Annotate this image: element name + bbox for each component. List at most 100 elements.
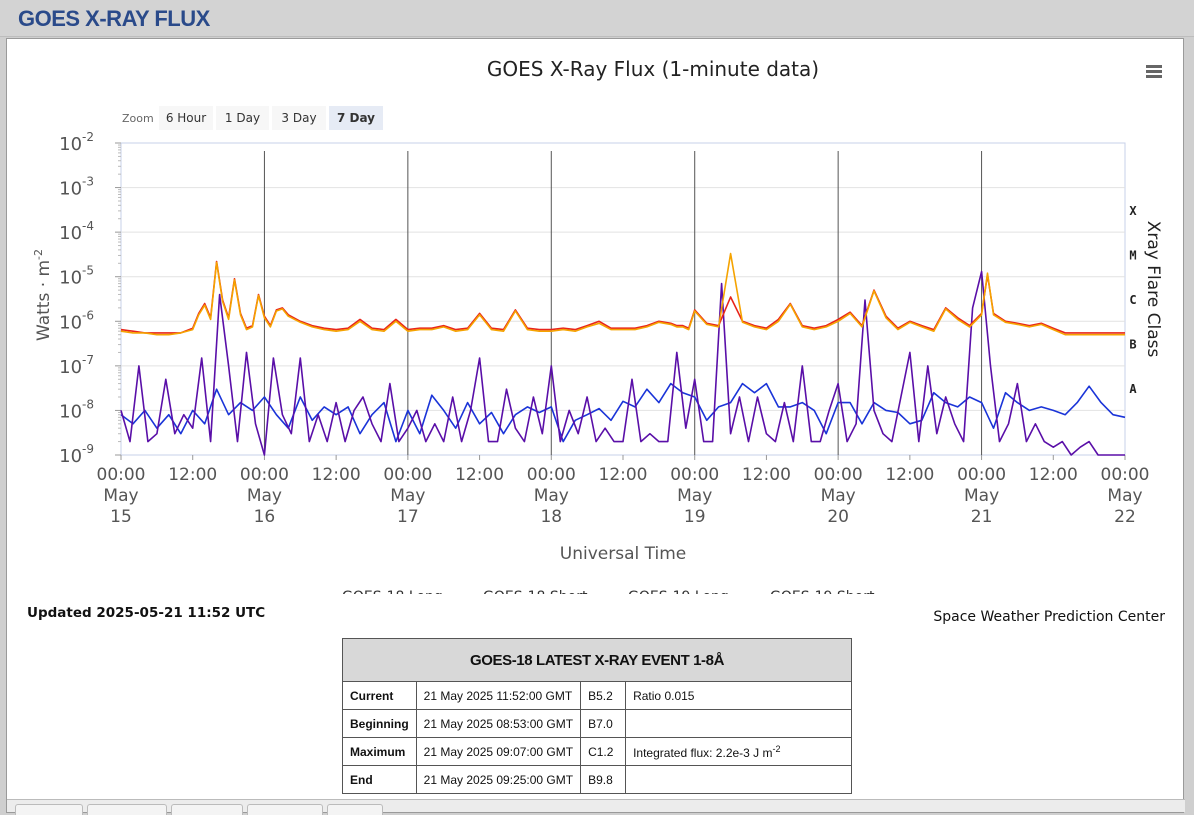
x-tick-month: May (821, 486, 856, 506)
x-tick-label: 12:00 (885, 465, 934, 485)
table-row: Current 21 May 2025 11:52:00 GMT B5.2 Ra… (342, 681, 852, 710)
xray-flux-chart: GOES X-Ray Flux (1-minute data) Zoom 6 Hou… (32, 57, 1163, 594)
row-note (625, 765, 852, 794)
x-tick-label: 00:00 (527, 465, 576, 485)
row-note-superscript: -2 (772, 743, 781, 754)
row-note (625, 709, 852, 738)
row-time: 21 May 2025 08:53:00 GMT (415, 709, 582, 738)
row-time: 21 May 2025 09:25:00 GMT (415, 765, 582, 794)
x-tick-month: May (1107, 486, 1142, 506)
x-tick-label: 00:00 (383, 465, 432, 485)
flare-class-label: X (1129, 204, 1137, 218)
x-tick-day: 17 (397, 507, 419, 527)
y-tick-label: 10-4 (59, 219, 94, 244)
zoom-button-label: 6 Hour (166, 111, 206, 125)
legend-label: GOES-18 Long (342, 589, 443, 594)
menu-bar (1146, 65, 1162, 68)
zoom-button-label: 1 Day (225, 111, 260, 125)
row-note-text: Integrated flux: 2.2e-3 J m (633, 745, 773, 760)
row-class: B5.2 (580, 681, 627, 710)
x-tick-label: 00:00 (1101, 465, 1150, 485)
x-axis-label: Universal Time (560, 544, 686, 564)
flare-class-label: B (1129, 338, 1136, 352)
x-tick-month: May (677, 486, 712, 506)
zoom-button-label: 7 Day (337, 111, 375, 125)
y-axis-label: Watts · m-2 (32, 249, 54, 341)
x-tick-label: 12:00 (455, 465, 504, 485)
x-tick-label: 12:00 (312, 465, 361, 485)
x-tick-day: 19 (684, 507, 706, 527)
tab-2[interactable] (87, 804, 167, 815)
series-line-goes-19-long (120, 252, 1125, 336)
chart-panel: GOES X-Ray Flux (1-minute data) Zoom 6 Hou… (6, 38, 1185, 815)
zoom-button-3-day[interactable]: 3 Day (272, 106, 326, 130)
zoom-button-1-day[interactable]: 1 Day (216, 106, 269, 130)
x-tick-month: May (534, 486, 569, 506)
x-tick-month: May (390, 486, 425, 506)
zoom-button-bg (216, 106, 269, 130)
legend-item[interactable]: GOES-18 Short (462, 589, 588, 594)
x-tick-label: 00:00 (97, 465, 146, 485)
tab-4[interactable] (247, 804, 323, 815)
table-row: End 21 May 2025 09:25:00 GMT B9.8 (342, 765, 852, 794)
menu-bar (1146, 70, 1162, 73)
zoom-button-7-day[interactable]: 7 Day (329, 106, 383, 130)
x-tick-label: 00:00 (814, 465, 863, 485)
row-note: Ratio 0.015 (625, 681, 852, 710)
row-label: Maximum (342, 737, 417, 766)
event-table-title: GOES-18 LATEST X-RAY EVENT 1-8Å (342, 638, 852, 682)
y-tick-label: 10-9 (59, 442, 94, 467)
latest-event-table: GOES-18 LATEST X-RAY EVENT 1-8Å Current … (342, 638, 852, 794)
x-tick-month: May (247, 486, 282, 506)
y-tick-label: 10-8 (59, 397, 94, 422)
x-tick-label: 00:00 (957, 465, 1006, 485)
legend-item[interactable]: GOES-19 Long (607, 589, 729, 594)
hamburger-menu-icon[interactable] (1146, 65, 1162, 78)
x-tick-label: 12:00 (742, 465, 791, 485)
bottom-tab-strip (7, 799, 1185, 815)
y-tick-label: 10-7 (59, 353, 94, 378)
row-class: C1.2 (580, 737, 627, 766)
legend-label: GOES-19 Short (770, 589, 875, 594)
x-tick-day: 18 (540, 507, 562, 527)
zoom-button-bg (329, 106, 383, 130)
x-tick-label: 12:00 (1029, 465, 1078, 485)
tab-1[interactable] (15, 804, 83, 815)
y-tick-label: 10-2 (59, 130, 94, 155)
x-tick-day: 20 (827, 507, 849, 527)
zoom-button-6-hour[interactable]: 6 Hour (159, 106, 213, 130)
x-tick-label: 12:00 (168, 465, 217, 485)
y-tick-label: 10-3 (59, 175, 94, 200)
legend-item[interactable]: GOES-18 Long (321, 589, 443, 594)
legend-item[interactable]: GOES-19 Short (749, 589, 875, 594)
credit-text: Space Weather Prediction Center (933, 609, 1165, 625)
zoom-button-label: 3 Day (281, 111, 316, 125)
row-note: Integrated flux: 2.2e-3 J m-2 (625, 737, 852, 766)
event-table-title-text: GOES-18 LATEST X-RAY EVENT 1-8Å (469, 651, 725, 669)
x-tick-label: 00:00 (670, 465, 719, 485)
row-class: B9.8 (580, 765, 627, 794)
chart-title: GOES X-Ray Flux (1-minute data) (487, 57, 819, 81)
menu-bar (1146, 75, 1162, 78)
tab-5[interactable] (327, 804, 383, 815)
y2-axis-label: Xray Flare Class (1143, 221, 1163, 358)
page-title: GOES X-RAY FLUX (18, 6, 210, 31)
zoom-button-bg (272, 106, 326, 130)
zoom-button-bg (159, 106, 213, 130)
series-line-goes-18-long (120, 260, 1125, 334)
plot-area (120, 142, 1126, 456)
series-line-goes-19-short (120, 270, 1125, 456)
legend-label: GOES-18 Short (483, 589, 588, 594)
flare-class-label: M (1129, 248, 1136, 262)
row-time: 21 May 2025 11:52:00 GMT (415, 681, 582, 710)
zoom-label: Zoom (122, 112, 154, 125)
table-row: Maximum 21 May 2025 09:07:00 GMT C1.2 In… (342, 737, 852, 766)
updated-timestamp: Updated 2025-05-21 11:52 UTC (27, 605, 266, 621)
row-class: B7.0 (580, 709, 627, 738)
row-time: 21 May 2025 09:07:00 GMT (415, 737, 582, 766)
x-tick-day: 15 (110, 507, 132, 527)
row-note-text: Ratio 0.015 (633, 688, 695, 703)
tab-3[interactable] (171, 804, 243, 815)
row-label: Beginning (342, 709, 417, 738)
row-label: Current (342, 681, 417, 710)
